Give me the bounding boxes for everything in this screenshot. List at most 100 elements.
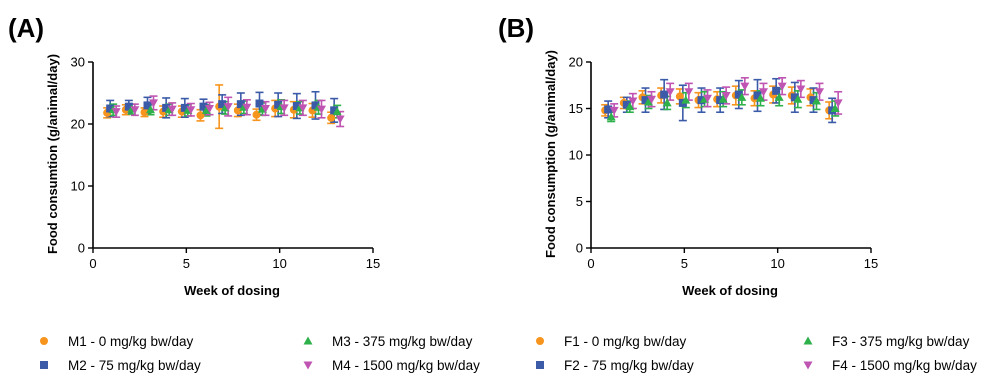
panel-a-data-point [335,115,345,124]
panel-b-data-point [721,91,731,100]
panel-b: (B) Week of dosing Food consumption (g/a… [498,13,878,298]
panel-b-letter: (B) [498,13,534,43]
legend-label: M2 - 75 mg/kg bw/day [68,358,201,373]
panel-b-y-axis-label: Food consumption (g/animal/day) [543,50,558,258]
panel-a-data-point [223,103,233,112]
panel-a-data-point [311,101,320,110]
panel-a-data-point [330,106,339,115]
panel-b-data-point [740,82,750,91]
panel-a-data-point [162,103,171,112]
panel-b-y-tick-label: 5 [576,194,583,209]
panel-a-letter: (A) [8,13,44,43]
panel-a-data-point [106,104,115,113]
legend: M1 - 0 mg/kg bw/day M2 - 75 mg/kg bw/day M… [40,334,977,373]
panel-a-data-point [242,103,252,112]
panel-b-data-point [790,93,799,102]
panel-a-data-point [140,108,149,117]
panel-a-y-tick-label: 30 [71,55,85,70]
panel-a-y-tick-label: 10 [71,179,85,194]
legend-label: M1 - 0 mg/kg bw/day [68,334,194,349]
panel-a-data-point [202,105,211,114]
panel-a-data-point [205,105,214,113]
panel-a-x-tick-label: 10 [272,256,286,271]
panel-b-x-tick-label: 15 [864,256,878,271]
panel-b-data-point [774,92,784,101]
legend-label: F4 - 1500 mg/kg bw/day [832,358,977,373]
panel-b-data-point [777,82,787,91]
panel-b-data-point [622,100,631,109]
panel-b-y-tick-label: 15 [569,101,583,116]
panel-b-data-point [793,94,803,103]
panel-b-x-tick-label: 5 [681,256,688,271]
legend-label: F3 - 375 mg/kg bw/day [832,334,970,349]
panel-a-data-point [317,105,326,114]
panel-a-data-point [199,102,208,111]
legend-marker [803,361,813,370]
legend-label: F2 - 75 mg/kg bw/day [564,358,694,373]
legend-label: M4 - 1500 mg/kg bw/day [332,358,480,373]
panel-a-data-point [124,102,133,111]
panel-a-data-point [292,102,301,111]
panel-b-y-tick-label: 0 [576,241,583,256]
legend-label: F1 - 0 mg/kg bw/day [564,334,687,349]
panel-b-data-point [833,99,843,108]
panel-b-data-point [609,106,619,115]
panel-a-data-point [143,101,152,110]
panel-a-data-point [167,105,177,114]
panel-b-y-tick-label: 10 [569,148,583,163]
legend-marker [303,361,313,370]
panel-a-data-point [233,106,242,115]
panel-b-data-point [628,97,638,106]
panel-b-y-tick-label: 20 [569,55,583,70]
panel-a-data-point [279,104,289,113]
panel-b-data-point [734,90,743,99]
panel-b-x-tick-label: 0 [587,256,594,271]
panel-b-data-point [647,95,656,104]
panel-a-data-point [252,110,261,119]
legend-label: M3 - 375 mg/kg bw/day [332,334,473,349]
panel-b-data-point [756,93,765,102]
panel-a-y-tick-label: 0 [78,241,85,256]
legend-marker [40,361,48,369]
panel-b-data-point [815,88,824,97]
panel-b-data-point [641,96,650,105]
panel-b-data-point [753,91,762,100]
panel-a-data-point [255,99,264,108]
panel-b-data-point [796,85,806,94]
panel-a-data-point [327,113,336,122]
panel-b-data-point [660,90,669,99]
legend-marker [536,361,544,369]
panel-a-data-point [236,100,245,109]
panel-a-data-point [186,106,196,115]
panel-a-x-tick-label: 0 [89,256,96,271]
panel-b-data-point [772,86,781,95]
panel-a-data-point [274,100,283,109]
panel-b-data-point [830,104,840,112]
panel-a-x-tick-label: 5 [183,256,190,271]
panel-b-data-point [703,94,712,103]
legend-marker [40,337,48,345]
panel-a-data-point [332,107,342,116]
panel-a-data-point [146,105,155,114]
panel-b-data-point [681,95,691,104]
panel-b-data-point [675,92,684,101]
panel-b-data-point [718,94,728,103]
panel-b-x-tick-label: 10 [770,256,784,271]
legend-marker [803,336,813,345]
panel-a-data-point [298,104,308,113]
legend-marker [303,336,313,345]
panel-a-data-point [218,100,227,109]
panel-b-data-point [644,97,653,106]
panel-a-x-axis-label: Week of dosing [184,283,280,298]
panel-b-x-axis-label: Week of dosing [682,283,778,298]
panel-a-data-point [149,99,158,108]
panel-b-data-point [809,96,818,105]
legend-marker [536,337,544,345]
panel-b-data-point [662,98,672,107]
panel-b-data-point [606,112,616,121]
panel-b-data-point [625,102,635,111]
panel-a-data-point [111,108,121,117]
panel-b-data-point [737,92,747,101]
panel-b-data-point [665,88,675,97]
